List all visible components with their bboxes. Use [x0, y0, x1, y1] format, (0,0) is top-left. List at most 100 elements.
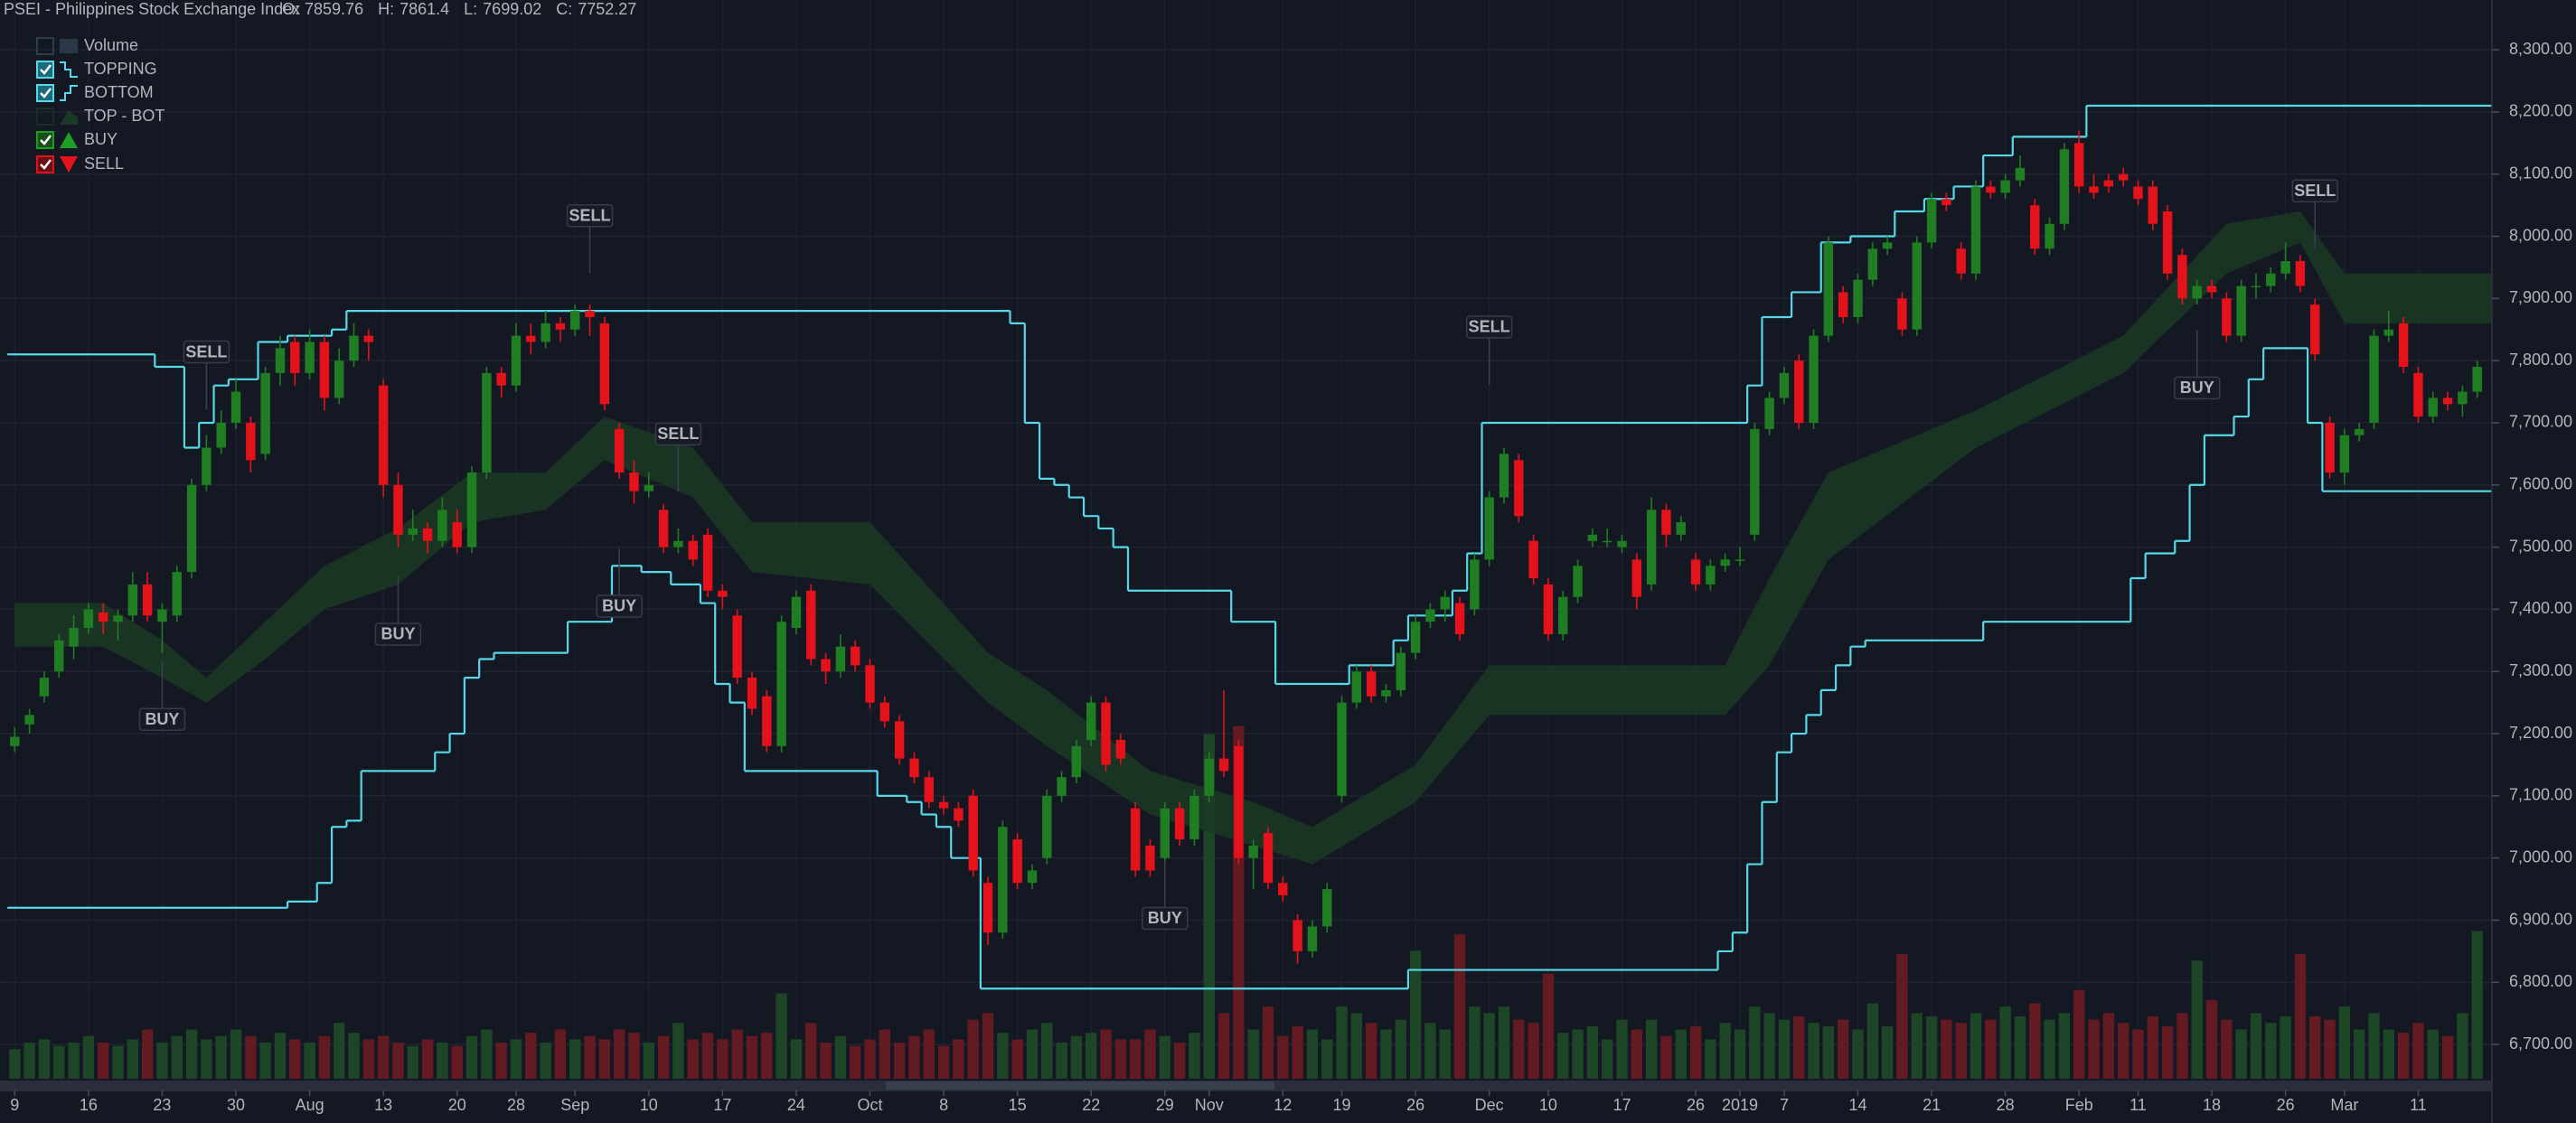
signal-label: SELL	[1469, 318, 1510, 336]
volume-bar	[1985, 1019, 1997, 1079]
candle-body	[1676, 522, 1686, 535]
candle-body	[2339, 435, 2350, 473]
x-tick-label: 22	[1082, 1096, 1100, 1114]
candle-body	[1587, 534, 1598, 541]
legend-checkbox[interactable]	[36, 108, 54, 126]
candle-body	[570, 311, 580, 330]
candle-body	[363, 335, 374, 342]
volume-bar	[1896, 953, 1908, 1079]
volume-bar	[2250, 1013, 2262, 1079]
volume-bar	[1689, 1025, 1702, 1079]
volume-bar	[1866, 1003, 1879, 1079]
legend-checkbox[interactable]	[36, 84, 54, 102]
volume-bar	[185, 1029, 198, 1079]
volume-bar	[421, 1039, 434, 1079]
legend-icon	[60, 61, 78, 78]
x-tick-label: Aug	[296, 1096, 324, 1114]
volume-bar	[201, 1039, 212, 1079]
volume-bar	[1513, 1019, 1525, 1079]
volume-bar	[1056, 1043, 1067, 1079]
candle-body	[998, 827, 1008, 933]
volume-bar	[2147, 1015, 2158, 1079]
volume-bar	[584, 1035, 596, 1079]
signal-label: SELL	[657, 425, 699, 443]
candle-body	[319, 342, 330, 398]
y-tick-label: 7,500.00	[2509, 537, 2572, 555]
volume-bar	[997, 1033, 1009, 1079]
legend-checkbox[interactable]	[36, 155, 54, 173]
signal-box	[596, 594, 643, 618]
candle-body	[1853, 279, 1863, 317]
candle-body	[2206, 285, 2217, 293]
legend-checkbox[interactable]	[36, 61, 54, 79]
volume-bar	[465, 1035, 478, 1079]
candle-body	[1750, 428, 1760, 535]
candle-body	[894, 721, 905, 759]
volume-bar	[1380, 1029, 1392, 1079]
candle-body	[2280, 261, 2290, 274]
volume-bar	[1100, 1029, 1112, 1079]
candle-body	[2236, 285, 2246, 336]
volume-bar	[215, 1035, 227, 1079]
navigator-handle[interactable]	[886, 1081, 1274, 1090]
volume-bar	[1395, 1019, 1406, 1079]
x-tick-label: Nov	[1195, 1096, 1224, 1114]
volume-bar	[805, 1023, 817, 1079]
candle-body	[1735, 559, 1745, 561]
candle-body	[10, 736, 20, 746]
volume-bar	[127, 1039, 139, 1079]
volume-bar	[1822, 1025, 1835, 1079]
volume-pane	[9, 725, 2483, 1079]
candle-body	[1248, 845, 1258, 858]
candle-body	[2295, 261, 2306, 286]
x-tick-label: 30	[227, 1096, 245, 1114]
volume-bar	[1173, 1043, 1186, 1079]
candle-body	[1897, 298, 1907, 330]
volume-bar	[2457, 1013, 2468, 1079]
volume-bar	[348, 1033, 360, 1079]
candle-body	[526, 335, 536, 342]
candle-body	[762, 696, 772, 746]
legend-icon	[60, 39, 78, 53]
volume-bar	[2102, 1013, 2115, 1079]
ohlc-value: 7699.02	[483, 0, 541, 18]
candle-body	[2325, 422, 2335, 473]
volume-bar	[259, 1043, 271, 1079]
candle-body	[1690, 559, 1701, 585]
volume-bar	[2132, 1029, 2144, 1079]
volume-bar	[1911, 1013, 1923, 1079]
volume-bar	[2280, 1015, 2291, 1079]
volume-bar	[1675, 1029, 1687, 1079]
candle-body	[349, 335, 359, 361]
legend-checkbox[interactable]	[36, 131, 54, 149]
volume-bar	[1439, 1029, 1451, 1079]
volume-bar	[1336, 1006, 1348, 1079]
volume-bar	[1616, 1019, 1628, 1079]
axes: 6,700.00 6,800.00 6,900.00 7,000.00 7,100.00…	[10, 40, 2572, 1114]
legend-checkbox[interactable]	[36, 37, 54, 55]
candle-body	[1720, 559, 1730, 566]
legend-icon	[60, 110, 78, 125]
volume-bar	[112, 1045, 124, 1079]
candle-body	[1867, 248, 1878, 280]
volume-bar	[2117, 1023, 2129, 1079]
candle-body	[1425, 609, 1435, 622]
signals-layer: BUY BUY BUY BUY BUY SELL SELL SELL SELL SELL	[138, 179, 2338, 931]
candle-body	[1809, 335, 1819, 423]
volume-bar	[1011, 1039, 1023, 1079]
volume-bar	[2412, 1023, 2424, 1079]
volume-bar	[1749, 1006, 1761, 1079]
y-tick-label: 8,100.00	[2509, 164, 2572, 182]
volume-bar	[1247, 1029, 1259, 1079]
candle-body	[1204, 758, 1214, 796]
candle-body	[1234, 745, 1244, 858]
candle-body	[1322, 889, 1332, 927]
candle-body	[452, 522, 462, 547]
ohlc-label: L:	[464, 0, 477, 18]
volume-bar	[2265, 1023, 2277, 1079]
volume-bar	[1424, 1023, 1436, 1079]
candle-body	[1779, 372, 1790, 398]
candle-body	[186, 484, 197, 573]
x-tick-label: 10	[640, 1096, 658, 1114]
check-mark	[40, 64, 52, 75]
